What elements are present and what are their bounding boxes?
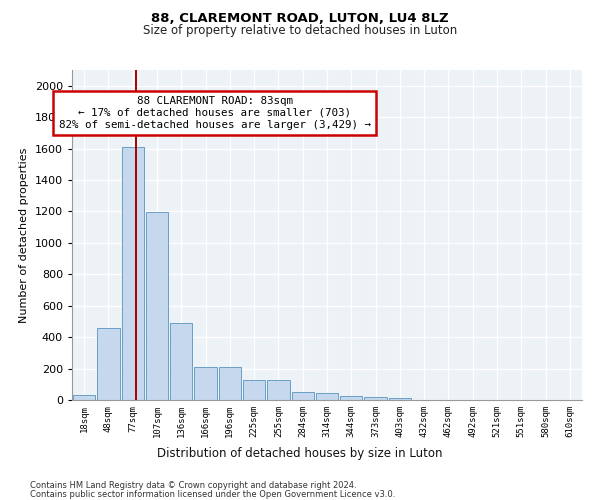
Text: Distribution of detached houses by size in Luton: Distribution of detached houses by size … bbox=[157, 448, 443, 460]
Bar bbox=[218, 367, 241, 400]
Bar bbox=[340, 396, 362, 400]
Bar bbox=[97, 328, 119, 400]
Bar bbox=[267, 380, 290, 400]
Bar bbox=[73, 394, 95, 400]
Bar bbox=[292, 392, 314, 400]
Y-axis label: Number of detached properties: Number of detached properties bbox=[19, 148, 29, 322]
Text: 88, CLAREMONT ROAD, LUTON, LU4 8LZ: 88, CLAREMONT ROAD, LUTON, LU4 8LZ bbox=[151, 12, 449, 26]
Bar bbox=[122, 147, 144, 400]
Text: Contains HM Land Registry data © Crown copyright and database right 2024.: Contains HM Land Registry data © Crown c… bbox=[30, 481, 356, 490]
Text: Size of property relative to detached houses in Luton: Size of property relative to detached ho… bbox=[143, 24, 457, 37]
Bar bbox=[194, 367, 217, 400]
Text: Contains public sector information licensed under the Open Government Licence v3: Contains public sector information licen… bbox=[30, 490, 395, 499]
Bar bbox=[243, 380, 265, 400]
Bar bbox=[146, 212, 168, 400]
Bar bbox=[364, 397, 387, 400]
Bar bbox=[316, 393, 338, 400]
Bar bbox=[170, 323, 193, 400]
Bar bbox=[389, 398, 411, 400]
Text: 88 CLAREMONT ROAD: 83sqm
← 17% of detached houses are smaller (703)
82% of semi-: 88 CLAREMONT ROAD: 83sqm ← 17% of detach… bbox=[59, 96, 371, 130]
